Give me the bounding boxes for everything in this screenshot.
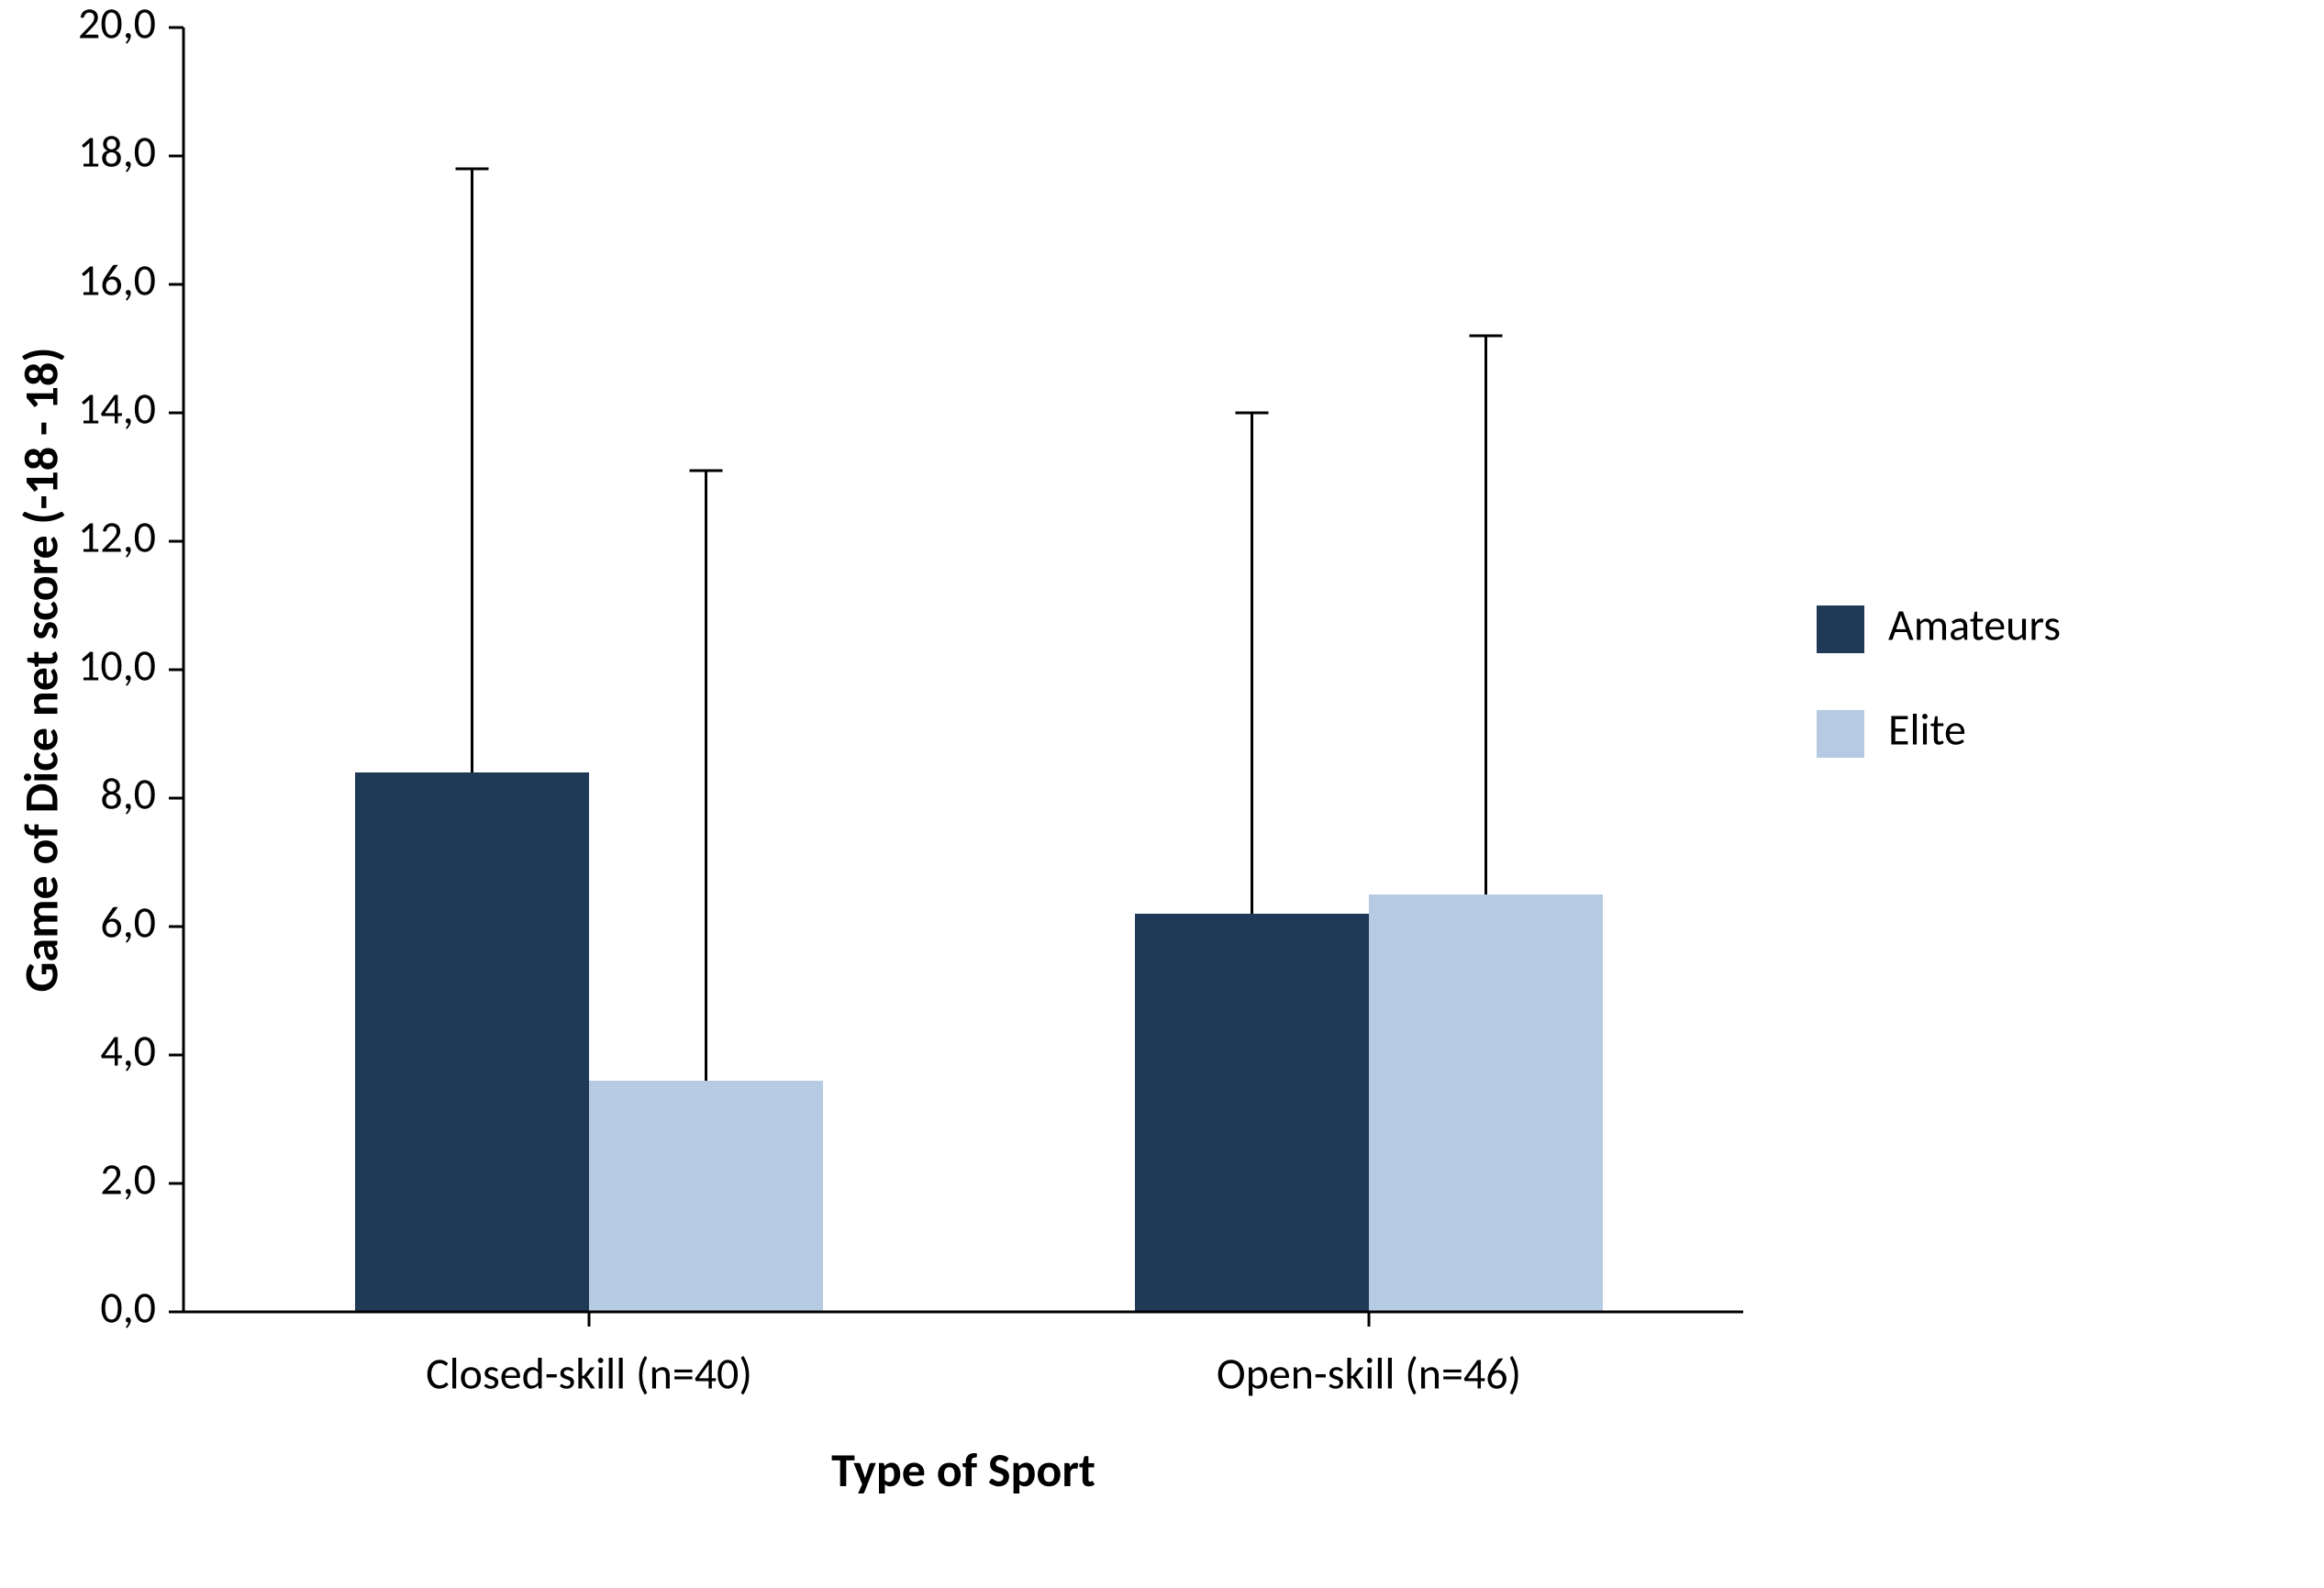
bar xyxy=(1135,914,1369,1312)
x-tick-label: Open-skill (n=46) xyxy=(1217,1346,1521,1400)
y-tick-label: 14,0 xyxy=(78,381,156,435)
y-axis-title: Game of Dice net score (-18 - 18) xyxy=(12,347,71,992)
y-tick-label: 0,0 xyxy=(100,1280,156,1334)
bar xyxy=(355,772,589,1312)
legend-label: Elite xyxy=(1888,702,1966,756)
legend-swatch xyxy=(1817,605,1864,653)
y-tick-label: 2,0 xyxy=(100,1151,156,1205)
bar-chart: 0,0 2,0 4,0 6,0 8,0 10,0 12,0 14,0 16,0 18,0 20,0 C… xyxy=(0,0,2324,1588)
y-tick-label: 12,0 xyxy=(78,509,156,563)
y-tick-label: 16,0 xyxy=(78,252,156,306)
y-tick-label: 18,0 xyxy=(78,124,156,178)
legend-label: Amateurs xyxy=(1888,597,2061,651)
x-axis-title: Type of Sport xyxy=(831,1440,1095,1499)
y-tick-label: 10,0 xyxy=(78,638,156,692)
chart-bg xyxy=(0,0,2324,1588)
y-tick-label: 20,0 xyxy=(78,0,156,50)
y-tick-label: 4,0 xyxy=(100,1023,156,1077)
y-tick-label: 8,0 xyxy=(100,766,156,820)
legend-swatch xyxy=(1817,710,1864,758)
chart-container: 0,0 2,0 4,0 6,0 8,0 10,0 12,0 14,0 16,0 18,0 20,0 C… xyxy=(0,0,2324,1588)
bar xyxy=(1369,894,1603,1312)
bar xyxy=(589,1081,823,1312)
y-tick-label: 6,0 xyxy=(100,894,156,949)
x-tick-label: Closed-skill (n=40) xyxy=(426,1346,752,1400)
